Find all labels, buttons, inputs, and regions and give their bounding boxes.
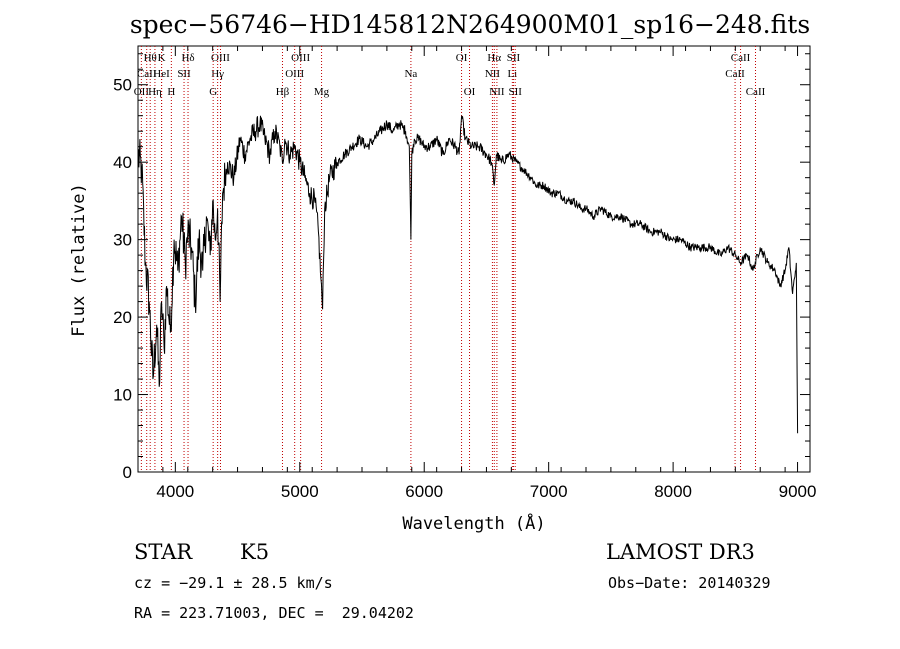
spectral-line-markers: HθOIICaIIHηKHeIHSIIHδOIIIHγGHβOIIIOIIIMg… [134,46,766,472]
observation-date: Obs−Date: 20140329 [608,574,771,592]
spectral-line-label: Hγ [211,68,224,80]
spectral-line-label: OI [464,86,476,98]
spectral-line-label: CaII [731,52,751,64]
spectral-line-label: G [209,86,217,98]
spectral-line-label: Mg [314,86,330,98]
survey-name: LAMOST DR3 [606,540,755,564]
spectral-line-label: Na [404,68,417,80]
flux-series-line [137,115,799,434]
spectral-line-label: Hδ [181,52,194,64]
spectral-line-label: CaII [725,68,745,80]
object-subclass: K5 [240,540,270,564]
spectral-line-label: OII [134,86,150,98]
y-tick-label: 20 [113,308,132,327]
x-tick-label: 4000 [156,482,194,501]
x-tick-label: 7000 [530,482,568,501]
redshift-cz: cz = −29.1 ± 28.5 km/s [134,574,333,592]
object-class: STAR [134,540,193,564]
x-tick-label: 9000 [779,482,817,501]
x-tick-label: 6000 [405,482,443,501]
ra-dec-coordinates: RA = 223.71003, DEC = 29.04202 [134,604,414,622]
y-tick-label: 10 [113,386,132,405]
spectral-line-label: OIII [291,52,310,64]
spectral-line-label: SII [508,86,522,98]
spectral-line-label: SII [507,52,521,64]
spectral-line-label: NII [485,68,501,80]
spectral-line-label: Li [507,68,517,80]
spectral-line-label: OIII [285,68,304,80]
plot-frame [137,45,811,473]
y-axis-label: Flux (relative) [69,183,89,337]
y-tick-label: 30 [113,231,132,250]
y-tick-label: 0 [123,463,132,482]
spectral-line-label: NII [489,86,505,98]
y-tick-label: 40 [113,153,132,172]
axis-ticks: 4000 5000 6000 7000 8000 9000 0 10 20 30 40 50 [113,46,816,501]
spectral-line-label: OIII [211,52,230,64]
chart-title: spec−56746−HD145812N264900M01_sp16−248.f… [130,10,810,39]
x-tick-label: 8000 [654,482,692,501]
spectral-line-label: CaII [746,86,766,98]
spectral-line-label: Hβ [276,86,290,98]
spectral-line-label: OI [456,52,468,64]
y-tick-label: 50 [113,76,132,95]
spectral-line-label: SII [177,68,191,80]
spectral-line-label: Hη [148,86,162,98]
x-tick-label: 5000 [281,482,319,501]
spectral-line-label: Hα [487,52,501,64]
x-axis-label: Wavelength (Å) [402,512,545,534]
spectral-line-label: CaII [137,68,157,80]
spectral-line-label: HeI [153,68,170,80]
spectral-line-label: H [167,86,175,98]
